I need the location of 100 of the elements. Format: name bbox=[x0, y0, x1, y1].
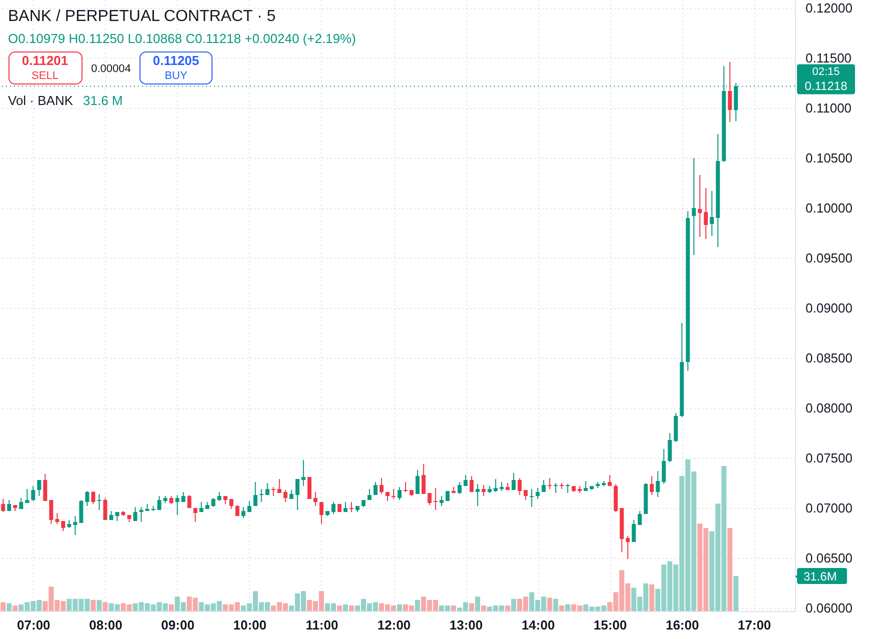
candlestick bbox=[79, 500, 84, 524]
bar bbox=[336, 605, 342, 611]
x-tick-label: 09:00 bbox=[161, 618, 194, 632]
y-tick-label: 0.11500 bbox=[806, 50, 852, 66]
candlestick bbox=[301, 460, 306, 486]
candlestick bbox=[638, 510, 642, 526]
candlestick bbox=[524, 490, 528, 500]
bar bbox=[415, 600, 420, 611]
y-tick-label: 0.11000 bbox=[806, 100, 852, 116]
candlestick bbox=[692, 158, 696, 256]
bar bbox=[481, 605, 486, 611]
candlestick bbox=[175, 494, 180, 516]
candlestick bbox=[422, 464, 426, 494]
candlestick bbox=[650, 476, 654, 496]
candlestick bbox=[512, 472, 516, 490]
bar bbox=[102, 602, 108, 611]
bar bbox=[547, 598, 552, 611]
candlestick bbox=[704, 188, 708, 240]
bar bbox=[12, 605, 18, 611]
y-tick-label: 0.08500 bbox=[806, 350, 852, 366]
x-tick-label: 17:00 bbox=[738, 618, 772, 632]
candlestick bbox=[710, 190, 714, 236]
candlestick bbox=[229, 498, 234, 510]
bar bbox=[559, 605, 564, 611]
bar bbox=[475, 596, 480, 611]
candlestick bbox=[349, 502, 354, 512]
candlestick bbox=[548, 478, 552, 490]
candlestick bbox=[536, 488, 540, 500]
candlestick bbox=[626, 536, 630, 560]
candlestick bbox=[470, 476, 474, 492]
x-tick-label: 15:00 bbox=[594, 618, 627, 632]
bar bbox=[469, 603, 474, 611]
x-tick-label: 08:00 bbox=[89, 618, 122, 632]
bar bbox=[505, 605, 510, 611]
y-tick-label: 0.09500 bbox=[806, 250, 852, 266]
bar bbox=[348, 605, 354, 611]
candlestick bbox=[1, 498, 6, 512]
bar bbox=[6, 603, 12, 611]
annotation: 31.6 M bbox=[83, 93, 123, 108]
candlestick bbox=[253, 482, 258, 506]
x-tick-label: 10:00 bbox=[233, 618, 267, 632]
y-tick-label: 0.08000 bbox=[806, 400, 852, 416]
candlestick bbox=[49, 500, 54, 524]
candlestick bbox=[133, 506, 138, 522]
x-tick-label: 12:00 bbox=[377, 618, 411, 632]
bar bbox=[733, 576, 738, 611]
candlestick bbox=[530, 488, 534, 508]
candlestick bbox=[259, 488, 264, 502]
text: 02:15 bbox=[812, 66, 840, 78]
candlestick bbox=[277, 478, 282, 494]
candlestick bbox=[398, 486, 402, 500]
candlestick bbox=[656, 470, 660, 498]
candlestick bbox=[241, 506, 246, 518]
bar bbox=[451, 605, 456, 611]
annotation: Vol · BANK bbox=[8, 93, 74, 108]
bar bbox=[168, 604, 174, 611]
candlestick bbox=[476, 484, 480, 506]
candlestick bbox=[187, 494, 192, 508]
candlestick bbox=[283, 490, 288, 502]
annotation: SELL bbox=[32, 70, 58, 82]
bar bbox=[90, 600, 96, 611]
x-tick-label: 07:00 bbox=[17, 618, 50, 632]
text: O0.10979 H0.11250 L0.10868 C0.11218 +0.00240 (+2.19%) bbox=[8, 31, 356, 46]
annotation: 0.00004 bbox=[91, 63, 131, 75]
x-tick-label: 13:00 bbox=[449, 618, 483, 632]
candlestick bbox=[85, 490, 90, 506]
bar bbox=[0, 602, 6, 611]
y-tick-label: 0.07500 bbox=[806, 450, 852, 466]
candlestick bbox=[662, 448, 666, 484]
bar bbox=[649, 584, 654, 611]
candlestick bbox=[404, 482, 408, 492]
ref-line-label: 0.11218 bbox=[804, 79, 848, 94]
candlestick bbox=[428, 492, 432, 506]
x-tick-label: 16:00 bbox=[666, 618, 699, 632]
candlestick bbox=[61, 520, 66, 532]
y-tick-label: 0.12000 bbox=[806, 0, 852, 16]
candlestick bbox=[416, 470, 420, 494]
candlestick bbox=[43, 474, 48, 502]
candlestick bbox=[482, 484, 486, 496]
candlestick bbox=[374, 482, 378, 496]
candlestick bbox=[554, 482, 558, 494]
candlestick bbox=[193, 508, 198, 522]
chart-title: BANK / PERPETUAL CONTRACT · 5 bbox=[8, 8, 276, 25]
candlestick bbox=[31, 486, 36, 502]
y-tick-label: 0.07000 bbox=[806, 500, 852, 516]
candlestick bbox=[37, 480, 42, 496]
candlestick bbox=[458, 482, 462, 494]
candlestick bbox=[632, 520, 636, 542]
candlestick bbox=[319, 502, 324, 524]
candlestick bbox=[73, 516, 78, 536]
candlestick bbox=[103, 498, 108, 520]
y-tick-label: 0.06000 bbox=[806, 600, 852, 616]
candlestick bbox=[55, 512, 60, 524]
candlestick bbox=[295, 478, 300, 510]
candlestick bbox=[728, 62, 732, 122]
x-tick-label: 14:00 bbox=[522, 618, 555, 632]
candlestick bbox=[157, 496, 162, 510]
candlestick bbox=[380, 478, 384, 494]
y-tick-label: 0.06500 bbox=[806, 550, 852, 566]
candlestick bbox=[97, 494, 102, 510]
